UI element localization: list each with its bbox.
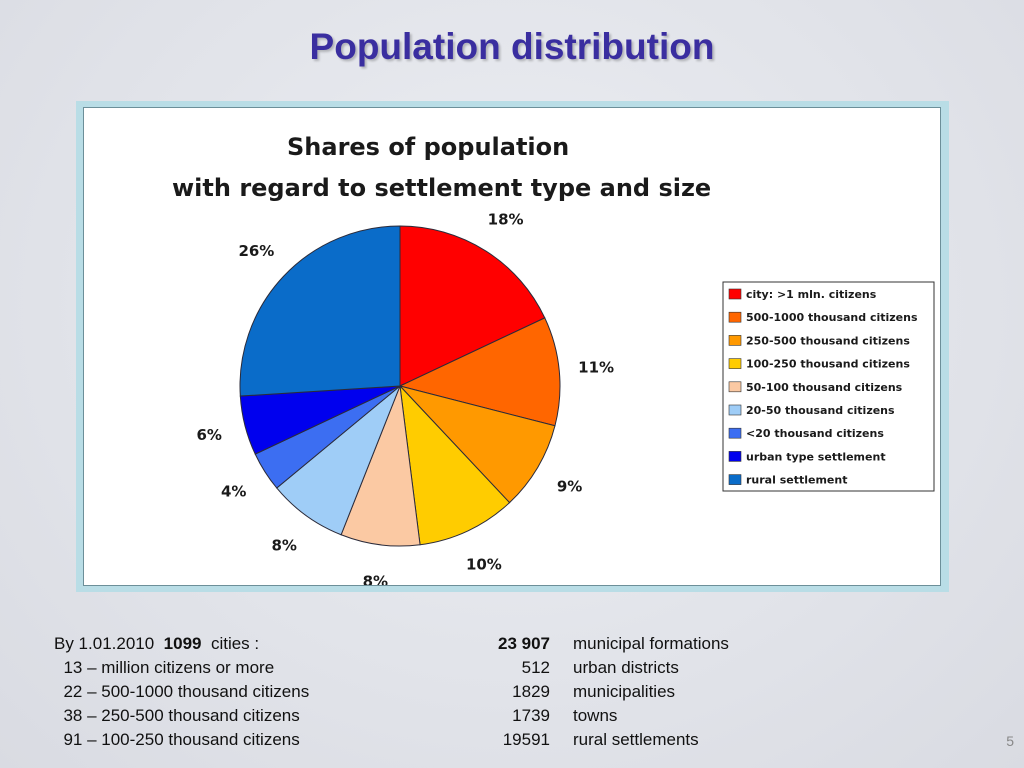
cities-intro-suffix: cities : xyxy=(210,634,260,653)
legend-label: 100-250 thousand citizens xyxy=(746,358,910,371)
legend-swatch xyxy=(728,451,742,462)
formation-label: urban districts xyxy=(573,658,679,677)
formation-count: 1739 xyxy=(512,706,550,725)
chart-title-line-2: with regard to settlement type and size xyxy=(172,174,711,202)
formation-count: 1829 xyxy=(512,682,550,701)
formations-total-label: municipal formations xyxy=(573,634,729,653)
legend-swatch xyxy=(728,404,742,416)
cities-total: 1099 xyxy=(163,634,202,653)
slice-percent-label: 26% xyxy=(238,242,274,260)
legend-label: urban type settlement xyxy=(746,450,886,463)
slice-percent-label: 10% xyxy=(466,555,502,573)
slice-percent-label: 8% xyxy=(363,572,388,585)
slice-percent-label: 4% xyxy=(221,483,246,501)
cities-breakdown-item: 91 – 100-250 thousand citizens xyxy=(63,730,300,749)
cities-breakdown-item: 13 – million citizens or more xyxy=(63,658,275,677)
formation-label: municipalities xyxy=(573,682,676,701)
slice-percent-label: 9% xyxy=(557,477,582,495)
legend-swatch xyxy=(728,288,742,300)
formations-labels: municipal formations urban districts mun… xyxy=(573,632,729,752)
formation-label: towns xyxy=(573,706,618,725)
chart-frame: Shares of population with regard to sett… xyxy=(76,101,949,592)
slice-percent-label: 11% xyxy=(578,359,614,377)
legend-label: rural settlement xyxy=(746,474,847,487)
pie-slice xyxy=(398,385,556,504)
legend-label: 500-1000 thousand citizens xyxy=(746,311,918,324)
legend: city: >1 mln. citizens 500-1000 thousand … xyxy=(722,281,935,492)
slice-percent-label: 6% xyxy=(196,426,221,444)
legend-label: 250-500 thousand citizens xyxy=(746,334,910,347)
formation-count: 512 xyxy=(521,658,550,677)
legend-label: city: >1 mln. citizens xyxy=(746,288,877,301)
pie-slice xyxy=(399,384,511,546)
page-number: 5 xyxy=(1006,733,1014,749)
legend-label: <20 thousand citizens xyxy=(746,427,884,440)
legend-box xyxy=(722,281,935,492)
pie-slice xyxy=(399,225,546,387)
slide-title: Population distribution xyxy=(309,26,715,67)
pie-chart: Shares of population with regard to sett… xyxy=(172,133,935,585)
legend-swatch xyxy=(728,427,742,439)
chart-title-line-1: Shares of population xyxy=(287,133,569,161)
legend-swatch xyxy=(728,335,742,346)
cities-intro-prefix: By 1.01.2010 xyxy=(54,634,155,653)
chart-panel: Shares of population with regard to sett… xyxy=(83,107,941,586)
pie-slices xyxy=(239,225,561,547)
cities-breakdown-item: 38 – 250-500 thousand citizens xyxy=(63,706,300,725)
legend-label: 20-50 thousand citizens xyxy=(746,404,895,417)
cities-intro: By 1.01.2010 1099 cities : xyxy=(54,632,309,656)
formation-label: rural settlements xyxy=(573,730,699,749)
slice-percent-label: 8% xyxy=(271,536,296,554)
legend-label: 50-100 thousand citizens xyxy=(746,381,903,394)
legend-swatch xyxy=(728,311,742,323)
formations-counts: 23 907 512 1829 1739 19591 xyxy=(460,632,550,752)
pie-slice xyxy=(398,317,561,427)
cities-breakdown-item: 22 – 500-1000 thousand citizens xyxy=(63,682,310,701)
pie-slice xyxy=(239,225,401,397)
legend-swatch xyxy=(728,474,742,485)
pie-labels: 18% 11% 9% 10% 8% 8% 4% 6% 26% xyxy=(196,211,614,585)
slice-percent-label: 18% xyxy=(488,211,524,229)
cities-summary: By 1.01.2010 1099 cities : 13 – million … xyxy=(54,632,309,752)
formation-count: 19591 xyxy=(502,730,550,749)
formations-total: 23 907 xyxy=(498,634,550,653)
legend-swatch xyxy=(728,358,742,369)
legend-swatch xyxy=(728,381,742,393)
